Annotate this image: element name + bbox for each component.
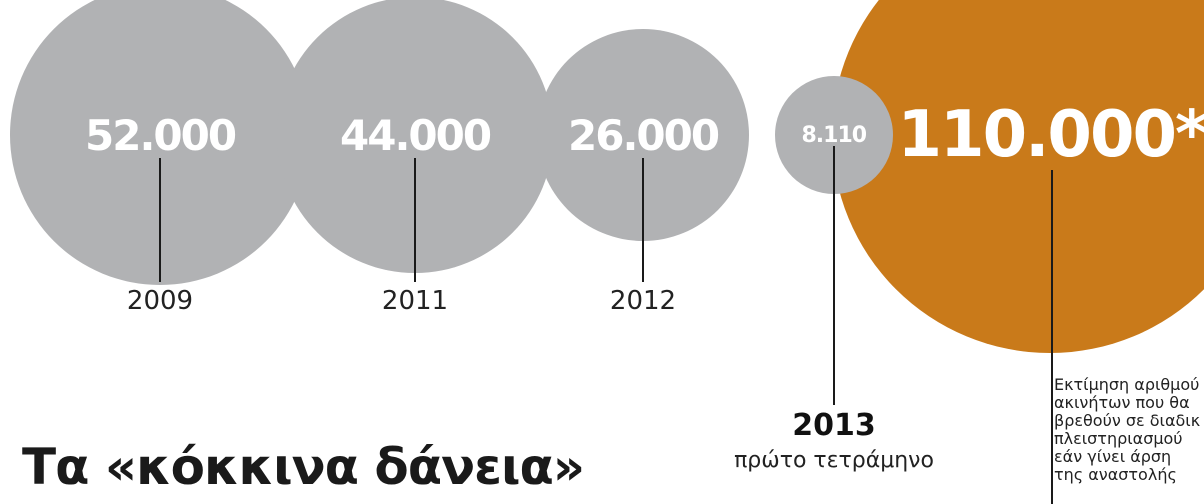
leader-line <box>833 145 835 405</box>
note-line: βρεθούν σε διαδικ <box>1054 411 1201 430</box>
value-label: 8.110 <box>801 122 868 148</box>
estimate-note: Εκτίμηση αριθμού ακινήτων που θα βρεθούν σ… <box>1054 376 1200 484</box>
value-label: 110.000* <box>897 98 1204 172</box>
value-label: 52.000 <box>85 110 237 160</box>
note-line: της αναστολής <box>1054 465 1177 484</box>
year-label: 2011 <box>381 286 449 316</box>
leader-line <box>642 157 644 282</box>
leader-line <box>159 157 161 282</box>
leader-line <box>414 157 416 282</box>
value-label: 44.000 <box>340 110 492 160</box>
bubble-estimate <box>832 0 1204 353</box>
chart-title: Τα «κόκκινα δάνεια» <box>22 438 585 496</box>
note-line: ακινήτων που θα <box>1054 393 1190 412</box>
note-line: εάν γίνει άρση <box>1054 447 1172 466</box>
leader-line <box>1051 170 1053 504</box>
value-label: 26.000 <box>568 110 720 160</box>
note-line: πλειστηριασμού <box>1054 429 1183 448</box>
year-label: 2012 <box>609 286 677 316</box>
note-line: Εκτίμηση αριθμού <box>1054 375 1200 394</box>
year-sublabel: πρώτο τετράμηνο <box>734 448 934 473</box>
year-label: 2009 <box>126 286 194 316</box>
year-label: 2013 <box>792 408 876 443</box>
